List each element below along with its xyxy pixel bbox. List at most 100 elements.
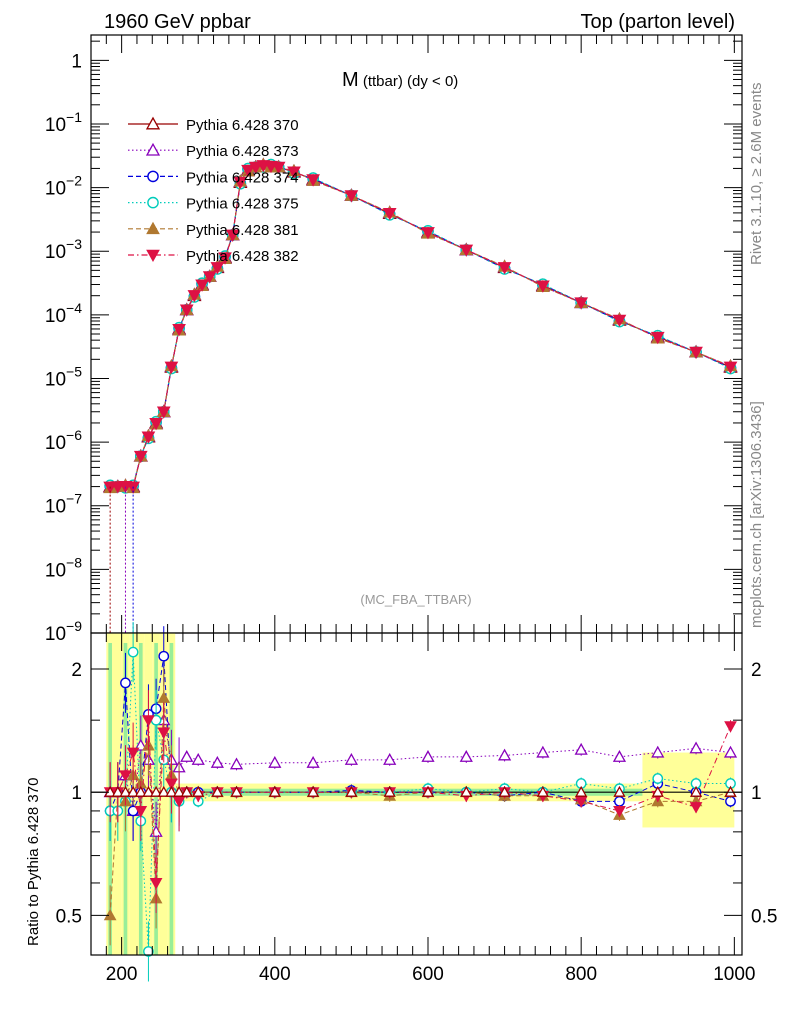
- legend-label: Pythia 6.428 373: [186, 143, 299, 160]
- ratio-y-tick-label: 0.5: [56, 906, 82, 927]
- ratio-point: [126, 747, 140, 760]
- data-point: [225, 229, 240, 243]
- ratio-point: [103, 908, 117, 921]
- series-line: [110, 164, 731, 488]
- data-point: [344, 190, 359, 203]
- ratio-point: [134, 738, 148, 751]
- ratio-point: [497, 748, 512, 761]
- y-tick-label: 10−9: [45, 618, 82, 645]
- ratio-point: [574, 796, 588, 808]
- reference-point: [211, 785, 224, 797]
- main-panel: 1 10−1 10−2 10−3 10−4 10−5 10−6 10−7 10−8 10−9 M …: [45, 34, 743, 645]
- reference-point: [127, 785, 140, 797]
- ratio-y-tick-label-right: 0.5: [751, 906, 777, 927]
- legend-entry: Pythia 6.428 375: [128, 196, 299, 213]
- data-point: [497, 262, 512, 275]
- ratio-point: [165, 778, 178, 791]
- data-point: [179, 304, 194, 317]
- reference-point: [268, 785, 281, 797]
- data-point: [202, 271, 217, 284]
- legend-label: Pythia 6.428 375: [186, 196, 299, 213]
- data-point: [382, 207, 397, 221]
- plot-title: M (ttbar) (dy < 0): [342, 69, 458, 91]
- ratio-point: [421, 750, 435, 762]
- reference-point: [180, 785, 193, 797]
- source-label: mcplots.cern.ch [arXiv:1306.3436]: [748, 401, 765, 628]
- ratio-point: [613, 806, 626, 818]
- data-point: [536, 280, 550, 293]
- legend-entry: Pythia 6.428 374: [128, 169, 299, 186]
- ratio-y-tick-label-right: 1: [751, 783, 762, 804]
- energy-label: 1960 GeV ppbar: [104, 11, 251, 33]
- data-point: [156, 406, 171, 419]
- y-tick-label: 1: [71, 51, 82, 72]
- ratio-point: [180, 750, 194, 762]
- ratio-point: [143, 946, 154, 957]
- process-label: Top (parton level): [580, 11, 735, 33]
- ratio-frame: [90, 632, 743, 956]
- ratio-point: [652, 773, 664, 784]
- reference-point: [230, 785, 243, 797]
- data-point: [210, 262, 225, 275]
- reference-point: [157, 785, 170, 797]
- reference-point: [142, 785, 155, 797]
- data-point: [306, 174, 320, 187]
- ratio-point: [127, 646, 139, 658]
- rivet-version-label: Rivet 3.1.10, ≥ 2.6M events: [748, 83, 765, 266]
- legend-label: Pythia 6.428 381: [186, 222, 299, 239]
- legend-marker: [145, 142, 161, 156]
- x-tick-label: 1000: [713, 964, 755, 985]
- reference-point: [460, 785, 473, 797]
- data-point: [195, 279, 209, 292]
- ratio-y-axis-label: Ratio to Pythia 6.428 370: [25, 778, 42, 946]
- legend-entry: Pythia 6.428 373: [128, 142, 299, 160]
- reference-point: [345, 785, 358, 797]
- data-point: [287, 166, 301, 179]
- legend-entry: Pythia 6.428 382: [128, 248, 299, 265]
- ratio-point: [612, 750, 627, 762]
- ratio-point: [689, 741, 703, 754]
- ratio-point: [210, 755, 224, 768]
- reference-points: [104, 785, 737, 797]
- data-point: [141, 431, 156, 444]
- reference-point: [498, 785, 511, 797]
- reference-point: [689, 785, 703, 797]
- ratio-point: [459, 750, 473, 762]
- legend-marker: [147, 196, 159, 209]
- data-point: [233, 176, 248, 190]
- legend-label: Pythia 6.428 370: [186, 117, 299, 134]
- data-point: [133, 450, 148, 464]
- reference-point: [536, 785, 549, 797]
- reference-point: [134, 785, 147, 797]
- ratio-point: [614, 795, 625, 807]
- data-point: [241, 164, 255, 178]
- data-point: [421, 227, 435, 240]
- legend-label: Pythia 6.428 374: [186, 169, 299, 186]
- ratio-point: [134, 806, 148, 818]
- ratio-point: [149, 878, 163, 890]
- data-point: [650, 331, 665, 345]
- y-tick-label: 10−8: [45, 554, 82, 581]
- reference-point: [111, 785, 124, 797]
- ratio-point: [383, 752, 397, 765]
- data-point: [459, 244, 474, 257]
- reference-point: [192, 785, 205, 797]
- legend-entry: Pythia 6.428 381: [128, 221, 299, 239]
- data-point: [723, 361, 738, 374]
- ratio-line: [109, 697, 731, 916]
- reference-point: [119, 785, 132, 797]
- ratio-point: [724, 721, 737, 733]
- legend-marker: [146, 249, 160, 263]
- ratio-point: [344, 752, 359, 765]
- reference-point: [165, 785, 178, 797]
- data-point: [164, 361, 179, 374]
- ratio-point: [119, 770, 132, 782]
- legend-label: Pythia 6.428 382: [186, 248, 299, 265]
- data-point: [149, 417, 163, 431]
- ratio-panel: 2 2 1 1 0.5 0.5 200 400 600 800 1000 Ratio to Pyth…: [25, 622, 777, 985]
- y-tick-label: 10−3: [45, 236, 82, 263]
- ratio-point: [723, 745, 738, 758]
- y-tick-label: 10−5: [45, 363, 82, 390]
- data-point: [248, 161, 263, 175]
